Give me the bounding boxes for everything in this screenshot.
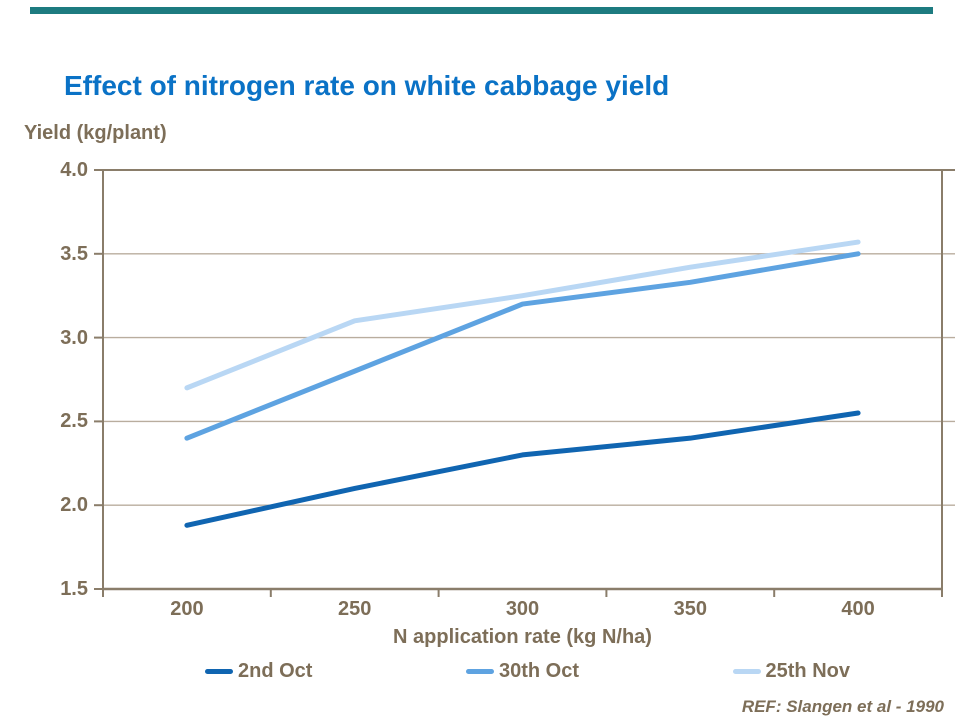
x-tick-label: 400 bbox=[841, 598, 875, 620]
legend: 2nd Oct 30th Oct 25th Nov bbox=[205, 660, 850, 683]
y-tick-label: 1.5 bbox=[60, 578, 88, 600]
legend-label: 2nd Oct bbox=[238, 660, 313, 682]
x-tick-label: 350 bbox=[673, 598, 707, 620]
y-tick-label: 2.5 bbox=[60, 410, 88, 433]
legend-line-swatch bbox=[465, 669, 494, 674]
y-tick-label: 2.0 bbox=[60, 494, 88, 517]
legend-label: 25th Nov bbox=[765, 660, 850, 682]
legend-label: 30th Oct bbox=[498, 660, 579, 682]
x-tick-label: 300 bbox=[505, 598, 540, 620]
x-axis-title: N application rate (kg N/ha) bbox=[393, 626, 652, 648]
series-line-2nd-oct bbox=[184, 410, 861, 528]
legend-line-swatch bbox=[732, 669, 761, 674]
x-tick-label: 250 bbox=[338, 598, 372, 620]
reference-text: REF: Slangen et al - 1990 bbox=[741, 697, 944, 716]
legend-item: 2nd Oct bbox=[205, 660, 312, 683]
y-tick-label: 3.5 bbox=[60, 242, 88, 265]
series-line-30th-oct bbox=[184, 251, 861, 441]
x-tick-label: 200 bbox=[170, 598, 204, 620]
legend-item: 25th Nov bbox=[732, 660, 850, 683]
y-tick-label: 4.0 bbox=[60, 159, 88, 181]
y-tick-label: 3.0 bbox=[60, 326, 88, 349]
y-axis-title: Yield (kg/plant) bbox=[24, 122, 167, 144]
legend-line-swatch bbox=[205, 669, 233, 674]
chart-title: Effect of nitrogen rate on white cabbage… bbox=[64, 70, 670, 101]
top-accent-bar bbox=[30, 7, 933, 14]
series-line-25th-nov bbox=[184, 239, 861, 391]
legend-item: 30th Oct bbox=[465, 660, 579, 683]
